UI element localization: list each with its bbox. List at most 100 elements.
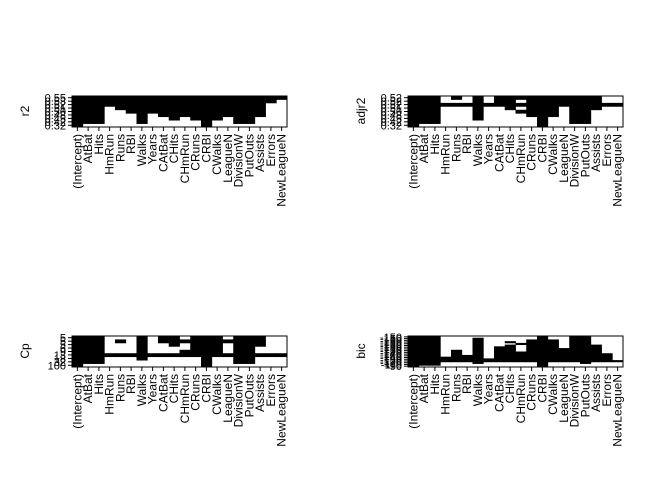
cell-adjr2-1-11 (526, 99, 538, 104)
cell-adjr2-4-2 (429, 109, 441, 114)
cell-cp-2-1 (82, 342, 94, 347)
ytick-label-r2-0: 0.55 (45, 93, 66, 105)
ytick-label-r2-2: 0.52 (45, 100, 66, 112)
xtick-label-bic-16: PutOuts (578, 374, 592, 417)
cell-bic-5-12 (537, 344, 549, 347)
cell-bic-11-15 (569, 354, 581, 358)
cell-bic-10-6 (472, 353, 484, 356)
cell-r2-5-12 (201, 113, 213, 118)
ytick-label-bic-16: -110 (381, 359, 402, 371)
cell-bic-1-2 (429, 337, 441, 340)
cell-adjr2-1-9 (504, 99, 516, 104)
cell-bic-13-14 (558, 358, 570, 361)
cell-adjr2-2-9 (504, 102, 516, 107)
cell-adjr2-4-15 (569, 109, 581, 114)
cell-r2-4-9 (168, 109, 180, 114)
cell-r2-0-12 (201, 96, 213, 100)
cell-bic-13-7 (483, 358, 495, 361)
cell-bic-10-18 (601, 353, 613, 356)
cell-adjr2-4-0 (408, 109, 420, 114)
cell-bic-14-19 (612, 360, 624, 363)
ytick-label-bic-9: -140 (380, 347, 402, 359)
cell-cp-1-14 (222, 339, 234, 344)
cell-r2-3-7 (147, 106, 159, 111)
cell-r2-5-8 (158, 113, 170, 118)
cell-bic-16-12 (537, 363, 549, 366)
cell-adjr2-3-6 (472, 106, 484, 111)
cell-bic-10-15 (569, 353, 581, 356)
cell-bic-12-8 (494, 356, 506, 359)
ytick-label-bic-5: -150 (380, 340, 402, 352)
cell-cp-4-12 (201, 349, 213, 354)
cell-cp-6-16 (244, 356, 256, 361)
cell-bic-15-12 (537, 361, 549, 364)
cell-cp-5-12 (201, 353, 213, 358)
cell-r2-4-5 (125, 109, 137, 114)
cell-adjr2-3-13 (547, 106, 559, 111)
cell-bic-13-15 (569, 358, 581, 361)
cell-bic-8-16 (580, 349, 592, 352)
cell-r2-2-16 (244, 102, 256, 107)
xtick-label-r2-19: NewLeagueN (275, 134, 289, 207)
cell-r2-4-16 (244, 109, 256, 114)
cell-cp-1-8 (158, 339, 170, 344)
cell-adjr2-2-14 (558, 102, 570, 107)
cell-cp-5-7 (147, 353, 159, 358)
cell-r2-0-4 (115, 96, 127, 100)
cell-bic-3-15 (569, 341, 581, 344)
cell-bic-8-15 (569, 349, 581, 352)
cell-r2-3-8 (158, 106, 170, 111)
cell-r2-6-9 (168, 116, 180, 121)
cell-bic-1-0 (408, 337, 420, 340)
cell-r2-1-7 (147, 99, 159, 104)
xtick-label-adjr2-1: AtBat (417, 133, 431, 163)
cell-bic-13-2 (429, 358, 441, 361)
cell-bic-12-11 (526, 356, 538, 359)
cell-r2-1-5 (125, 99, 137, 104)
cell-bic-5-9 (504, 344, 516, 347)
cell-r2-0-10 (179, 96, 191, 100)
ytick-label-bic-3: -150 (380, 337, 402, 349)
cell-bic-3-12 (537, 341, 549, 344)
cell-bic-7-2 (429, 348, 441, 351)
cell-adjr2-0-6 (472, 96, 484, 100)
cell-r2-0-19 (276, 96, 288, 100)
xtick-label-bic-10: CHmRun (514, 374, 528, 423)
cell-r2-4-17 (254, 109, 266, 114)
cell-bic-11-17 (590, 354, 602, 358)
cell-adjr2-2-0 (408, 102, 420, 107)
cell-adjr2-2-4 (451, 102, 463, 107)
cell-adjr2-0-8 (494, 96, 506, 100)
cell-bic-2-0 (408, 339, 420, 342)
xtick-label-bic-15: DivisionW (568, 373, 582, 427)
cell-bic-10-17 (590, 353, 602, 356)
xtick-label-r2-14: LeagueN (221, 134, 235, 183)
cell-r2-1-3 (104, 99, 116, 104)
cell-adjr2-2-1 (418, 102, 430, 107)
xtick-label-adjr2-12: CRBI (535, 134, 549, 163)
cell-cp-6-1 (82, 356, 94, 361)
cell-bic-0-0 (408, 336, 420, 339)
xtick-label-bic-18: Errors (600, 374, 614, 407)
ytick-label-cp-6: 18 (54, 353, 66, 365)
cell-cp-4-1 (82, 349, 94, 354)
cell-bic-8-8 (494, 349, 506, 352)
cell-adjr2-7-2 (429, 120, 441, 124)
cell-r2-6-6 (136, 116, 148, 121)
cell-r2-7-1 (82, 120, 94, 124)
cell-adjr2-5-16 (580, 113, 592, 118)
cell-bic-2-2 (429, 339, 441, 342)
cell-bic-7-8 (494, 348, 506, 351)
cell-adjr2-2-17 (590, 102, 602, 107)
cell-bic-6-2 (429, 346, 441, 349)
cell-bic-7-1 (418, 348, 430, 351)
cell-cp-5-18 (265, 353, 277, 358)
cell-cp-5-8 (158, 353, 170, 358)
ytick-label-cp-1: 5 (60, 336, 66, 348)
cell-r2-5-10 (179, 113, 191, 118)
cell-cp-8-0 (72, 363, 84, 368)
xtick-label-cp-2: Hits (92, 374, 106, 395)
cell-bic-5-6 (472, 344, 484, 347)
cell-bic-3-1 (418, 341, 430, 344)
cell-bic-6-6 (472, 346, 484, 349)
